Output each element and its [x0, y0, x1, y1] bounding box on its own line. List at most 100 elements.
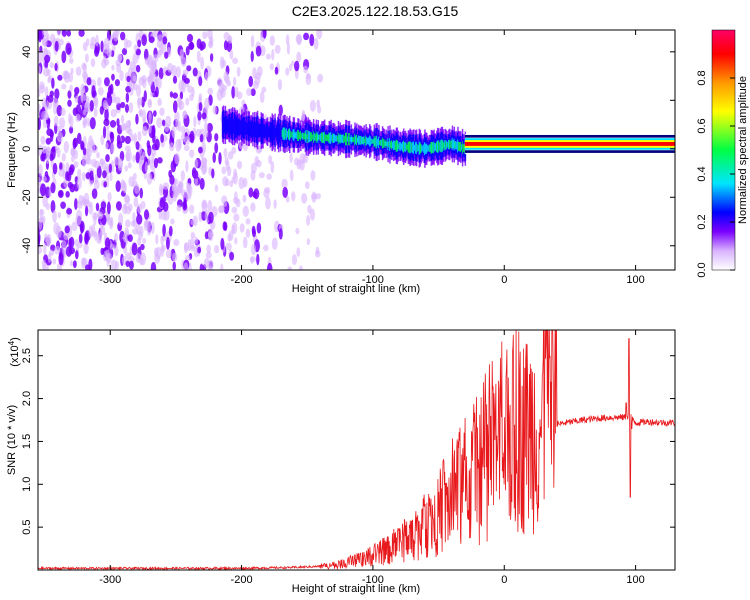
spectrogram-noise-cell: [214, 184, 219, 193]
spectrogram-noise-cell: [89, 100, 94, 112]
spectrogram-noise-cell: [204, 71, 209, 82]
spectrogram-noise-cell: [122, 233, 128, 243]
spectrogram-noise-cell: [81, 171, 86, 182]
spectrogram-track-cell: [415, 141, 418, 154]
spectrogram-track-cell: [430, 141, 433, 154]
spectrogram-noise-cell: [281, 178, 288, 189]
spectrogram-noise-cell: [50, 182, 56, 194]
spectrogram-track-cell: [416, 143, 419, 153]
spectrogram-noise-cell: [224, 156, 229, 166]
spectrogram-y-tick-label: 0: [21, 146, 33, 152]
spectrogram-noise-cell: [132, 154, 136, 163]
spectrogram-noise-cell: [109, 83, 114, 95]
spectrogram-noise-cell: [54, 145, 59, 154]
spectrogram-track-cell: [424, 142, 426, 156]
spectrogram-noise-cell: [86, 118, 91, 127]
spectrogram-noise-cell: [223, 40, 228, 51]
spectrogram-noise-cell: [242, 194, 247, 203]
spectrogram-noise-cell: [143, 48, 149, 61]
spectrogram-noise-cell: [223, 71, 229, 82]
spectrogram-noise-cell: [313, 37, 319, 50]
spectrogram-noise-cell: [258, 172, 265, 179]
spectrogram-noise-cell: [38, 245, 43, 255]
spectrogram-noise-cell: [41, 259, 46, 269]
spectrogram-noise-cell: [89, 170, 94, 181]
spectrogram-noise-cell: [105, 154, 110, 163]
spectrogram-track-cell: [426, 144, 429, 153]
spectrogram-noise-cell: [183, 242, 190, 252]
spectrogram-track-cell: [371, 139, 374, 144]
spectrogram-track-cell: [366, 136, 368, 145]
colorbar-label: Normalized spectral amplitude: [737, 76, 749, 224]
spectrogram-track-cell: [337, 132, 340, 145]
spectrogram-track-cell: [450, 139, 453, 149]
spectrogram-track-cell: [277, 118, 280, 148]
spectrogram-noise-cell: [81, 62, 87, 70]
spectrogram-track-cell: [228, 114, 230, 137]
spectrogram-track-cell: [223, 116, 226, 133]
spectrogram-noise-cell: [106, 201, 111, 215]
spectrogram-noise-cell: [161, 196, 166, 204]
spectrogram-noise-cell: [296, 51, 302, 63]
spectrogram-track-cell: [356, 134, 358, 146]
spectrogram-track-cell: [459, 142, 462, 152]
spectrogram-noise-cell: [185, 160, 189, 173]
spectrogram-noise-cell: [201, 200, 208, 213]
spectrogram-noise-cell: [114, 245, 119, 257]
spectrogram-noise-cell: [118, 213, 124, 226]
spectrogram-noise-cell: [58, 252, 64, 266]
spectrogram-track-cell: [364, 138, 366, 143]
spectrogram-track-cell: [254, 122, 257, 138]
spectrogram-noise-cell: [309, 100, 316, 112]
spectrogram-track-cell: [414, 142, 417, 154]
spectrogram-noise-cell: [222, 176, 229, 187]
spectrogram-noise-cell: [208, 211, 214, 224]
spectrogram-noise-cell: [91, 188, 98, 199]
spectrogram-noise-cell: [69, 260, 74, 267]
spectrogram-noise-cell: [220, 263, 224, 270]
spectrogram-noise-cell: [80, 140, 85, 151]
spectrogram-noise-cell: [227, 151, 234, 160]
spectrogram-noise-cell: [103, 102, 108, 111]
spectrogram-noise-cell: [106, 217, 113, 226]
spectrogram-noise-cell: [255, 159, 262, 168]
spectrogram-noise-cell: [111, 73, 115, 81]
spectrogram-track-cell: [441, 139, 444, 153]
spectrogram-noise-cell: [199, 133, 204, 143]
spectrogram-track-cell: [311, 132, 313, 142]
spectrogram-track-cell: [231, 113, 233, 139]
spectrogram-noise-cell: [43, 67, 50, 77]
spectrogram-noise-cell: [214, 142, 219, 154]
spectrogram-noise-cell: [172, 190, 177, 202]
spectrogram-track-cell: [368, 135, 371, 147]
spectrogram-noise-cell: [137, 39, 142, 48]
spectrogram-track-cell: [459, 142, 461, 152]
spectrogram-track-cell: [382, 138, 385, 148]
spectrogram-track-cell: [334, 135, 337, 142]
spectrogram-noise-cell: [153, 157, 159, 169]
spectrogram-noise-cell: [40, 135, 46, 145]
spectrogram-noise-cell: [106, 91, 111, 99]
spectrogram-noise-cell: [136, 214, 143, 225]
spectrogram-y-tick-label: -40: [21, 238, 33, 254]
spectrogram-noise-cell: [65, 171, 70, 181]
spectrogram-noise-cell: [184, 135, 191, 145]
spectrogram-noise-cell: [135, 224, 142, 236]
spectrogram-track-cell: [309, 131, 311, 143]
spectrogram-noise-cell: [41, 110, 48, 121]
spectrogram-track-cell: [253, 122, 255, 137]
spectrogram-noise-cell: [278, 228, 283, 240]
spectrogram-noise-cell: [289, 152, 293, 163]
spectrogram-noise-cell: [116, 140, 123, 149]
spectrogram-noise-cell: [315, 193, 322, 200]
spectrogram-track-cell: [413, 141, 415, 154]
spectrogram-noise-cell: [261, 86, 267, 93]
spectrogram-noise-cell: [124, 103, 129, 113]
spectrogram-track-cell: [247, 115, 250, 142]
spectrogram-y-tick-label: 40: [21, 46, 33, 58]
spectrogram-track-cell: [400, 142, 402, 151]
spectrogram-track-cell: [369, 136, 372, 146]
spectrogram-noise-cell: [119, 31, 126, 41]
spectrogram-track-cell: [461, 141, 464, 154]
spectrogram-noise-cell: [38, 103, 41, 113]
